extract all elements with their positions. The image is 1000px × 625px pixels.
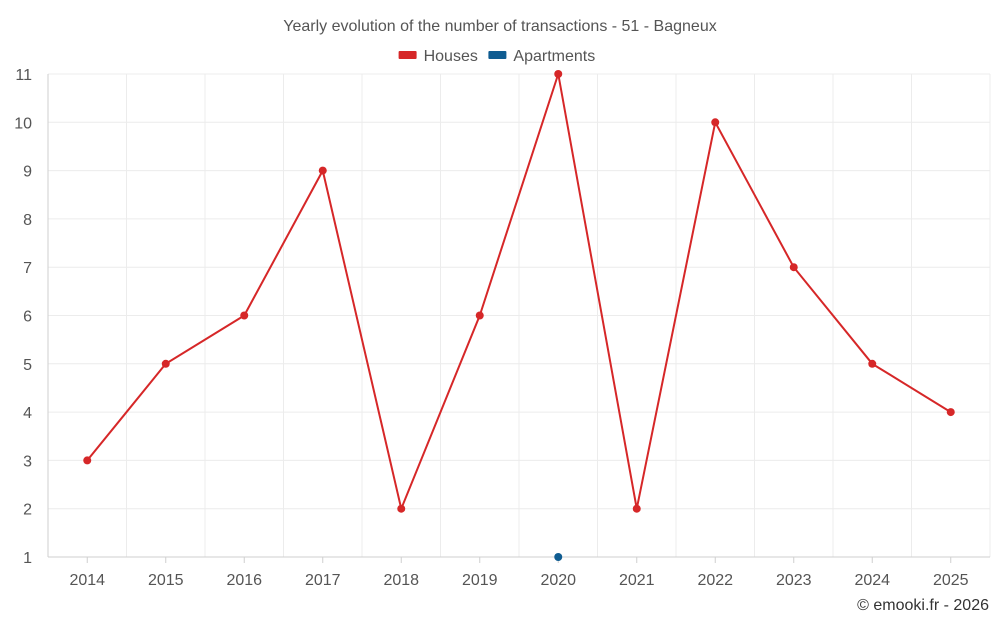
x-tick-label: 2016 <box>226 572 262 589</box>
x-tick-label: 2022 <box>697 572 733 589</box>
y-tick-label: 3 <box>23 453 32 470</box>
x-tick-label: 2020 <box>540 572 576 589</box>
legend-item-apartments[interactable]: Apartments <box>488 48 595 65</box>
data-point[interactable] <box>161 359 170 368</box>
y-tick-label: 5 <box>23 357 32 374</box>
legend-swatch <box>488 51 507 59</box>
data-point[interactable] <box>711 118 720 127</box>
y-tick-label: 6 <box>23 309 32 326</box>
y-tick-label: 4 <box>23 405 32 422</box>
data-point[interactable] <box>554 553 563 561</box>
data-point[interactable] <box>946 408 955 417</box>
data-point[interactable] <box>789 263 798 272</box>
legend-label: Houses <box>424 48 478 65</box>
y-tick-label: 10 <box>14 115 32 132</box>
series-houses <box>83 70 955 513</box>
y-tick-label: 2 <box>23 502 32 519</box>
x-tick-label: 2019 <box>462 572 498 589</box>
legend-swatch <box>398 51 417 59</box>
legend-item-houses[interactable]: Houses <box>398 48 478 65</box>
data-point[interactable] <box>475 311 484 320</box>
x-tick-label: 2015 <box>148 572 184 589</box>
grid-lines <box>47 73 991 557</box>
x-tick-label: 2024 <box>854 572 890 589</box>
data-point[interactable] <box>554 70 563 78</box>
data-point[interactable] <box>240 311 249 320</box>
y-tick-label: 11 <box>15 67 32 84</box>
y-tick-label: 8 <box>23 212 32 229</box>
series-line <box>86 73 952 512</box>
y-tick-label: 9 <box>23 164 32 181</box>
credit-text: © emooki.fr - 2026 <box>857 597 989 614</box>
x-tick-label: 2018 <box>383 572 419 589</box>
y-axis-ticks: 1 2 3 4 5 6 7 8 9 10 11 <box>14 67 32 567</box>
series-apartments <box>554 553 563 561</box>
x-tick-label: 2021 <box>619 572 655 589</box>
y-tick-label: 1 <box>23 550 32 567</box>
legend-label: Apartments <box>513 48 595 65</box>
x-tick-label: 2014 <box>69 572 105 589</box>
legend[interactable]: Houses Apartments <box>398 48 596 65</box>
data-point[interactable] <box>318 166 327 175</box>
y-tick-label: 7 <box>23 260 32 277</box>
series <box>83 70 955 561</box>
data-point[interactable] <box>632 504 641 513</box>
data-point[interactable] <box>83 456 92 465</box>
data-point[interactable] <box>868 359 877 368</box>
x-tick-label: 2023 <box>776 572 812 589</box>
x-axis-ticks: 2014 2015 2016 2017 2018 2019 2020 2021 2022 2023… <box>69 557 969 589</box>
axes <box>47 74 990 558</box>
x-tick-label: 2025 <box>933 572 969 589</box>
chart-title: Yearly evolution of the number of transa… <box>283 18 716 35</box>
x-tick-label: 2017 <box>305 572 341 589</box>
data-point[interactable] <box>397 504 406 513</box>
